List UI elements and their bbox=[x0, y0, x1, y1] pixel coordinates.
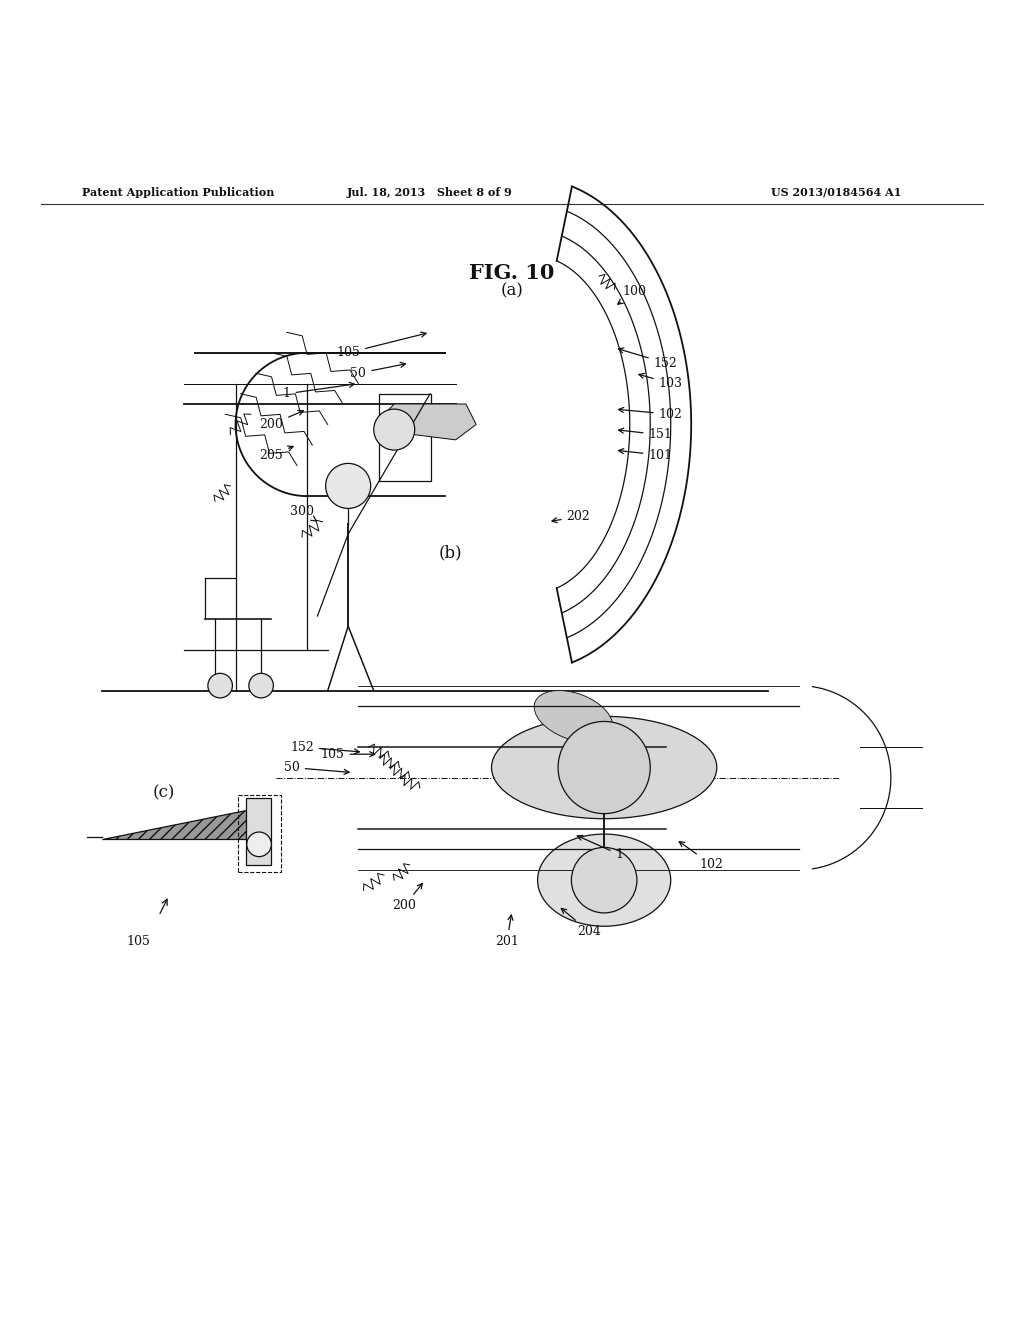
Circle shape bbox=[326, 463, 371, 508]
Text: 205: 205 bbox=[259, 446, 293, 462]
Circle shape bbox=[571, 847, 637, 913]
Text: Patent Application Publication: Patent Application Publication bbox=[82, 186, 274, 198]
Text: (c): (c) bbox=[153, 784, 175, 801]
Text: (a): (a) bbox=[501, 282, 523, 300]
Circle shape bbox=[374, 409, 415, 450]
Text: 101: 101 bbox=[618, 449, 673, 462]
Text: 300: 300 bbox=[290, 506, 316, 521]
Text: 1: 1 bbox=[578, 836, 624, 861]
FancyBboxPatch shape bbox=[246, 799, 271, 865]
Text: 103: 103 bbox=[639, 374, 683, 389]
Text: FIG. 10: FIG. 10 bbox=[469, 263, 555, 282]
Text: 105: 105 bbox=[126, 935, 151, 948]
Text: 151: 151 bbox=[618, 428, 673, 441]
Text: 204: 204 bbox=[561, 908, 601, 937]
Ellipse shape bbox=[538, 834, 671, 927]
Circle shape bbox=[249, 673, 273, 698]
Text: 201: 201 bbox=[495, 915, 519, 948]
Text: 152: 152 bbox=[618, 348, 678, 370]
Text: 202: 202 bbox=[552, 510, 591, 523]
Circle shape bbox=[208, 673, 232, 698]
Text: 102: 102 bbox=[618, 408, 683, 421]
Text: 100: 100 bbox=[617, 285, 647, 304]
Text: 1: 1 bbox=[283, 383, 354, 400]
Text: 50: 50 bbox=[350, 363, 406, 380]
Text: 50: 50 bbox=[284, 762, 349, 775]
Circle shape bbox=[558, 722, 650, 813]
Text: 200: 200 bbox=[392, 883, 422, 912]
Text: Jul. 18, 2013   Sheet 8 of 9: Jul. 18, 2013 Sheet 8 of 9 bbox=[347, 186, 513, 198]
Polygon shape bbox=[102, 808, 256, 840]
Polygon shape bbox=[384, 404, 476, 440]
Text: 152: 152 bbox=[290, 741, 359, 754]
Text: US 2013/0184564 A1: US 2013/0184564 A1 bbox=[771, 186, 901, 198]
Text: 105: 105 bbox=[321, 747, 375, 760]
Text: (b): (b) bbox=[438, 544, 463, 561]
Text: 105: 105 bbox=[336, 333, 426, 359]
Ellipse shape bbox=[492, 717, 717, 818]
Ellipse shape bbox=[535, 690, 612, 742]
Text: 200: 200 bbox=[259, 411, 303, 430]
Text: 102: 102 bbox=[679, 842, 724, 871]
Circle shape bbox=[247, 832, 271, 857]
